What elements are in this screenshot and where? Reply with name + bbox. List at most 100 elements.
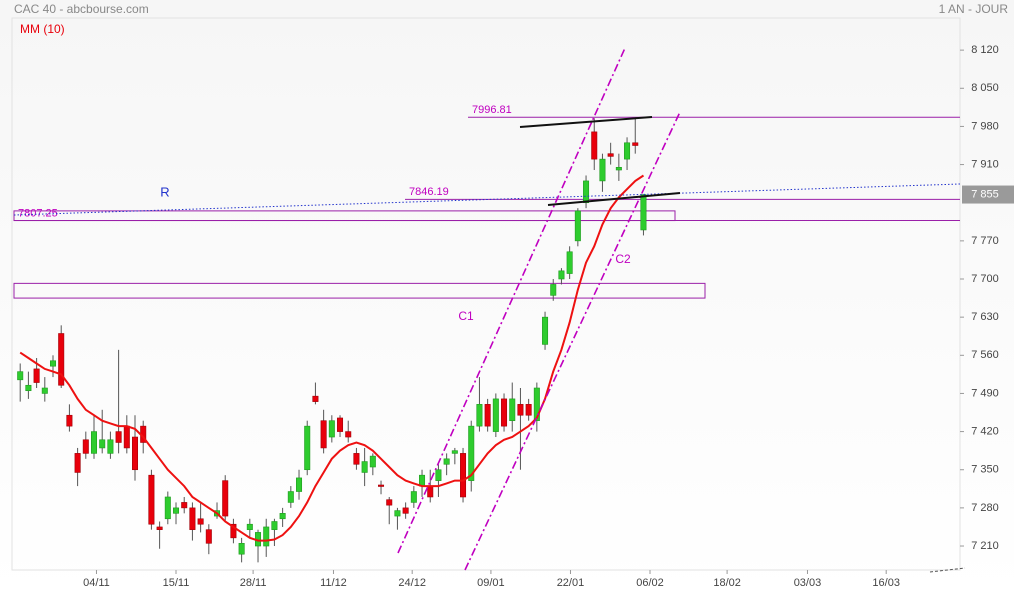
- candle-body: [132, 436, 139, 471]
- candle-body: [369, 455, 376, 468]
- candle-body: [353, 453, 360, 465]
- candle-body: [386, 499, 393, 506]
- breakout-line: [547, 192, 681, 206]
- candle-body: [189, 507, 196, 530]
- candle-body: [25, 384, 32, 392]
- annotation: R: [160, 184, 169, 199]
- candle-body: [542, 316, 549, 345]
- candle-body: [296, 477, 303, 492]
- candle-body: [279, 513, 286, 520]
- candle-body: [41, 387, 48, 394]
- channel-c1: [397, 47, 626, 554]
- candle-body: [550, 284, 557, 296]
- plot-frame: [11, 17, 961, 571]
- x-tick-label: 06/02: [636, 577, 664, 589]
- candle-body: [33, 368, 40, 383]
- y-tick-label: 8 120: [971, 44, 999, 56]
- candle-body: [640, 194, 647, 231]
- period-label: 1 AN - JOUR: [939, 2, 1009, 16]
- candle-body: [574, 210, 581, 242]
- candle-body: [435, 469, 442, 481]
- x-tick-label: 28/11: [240, 577, 267, 589]
- candle-body: [148, 474, 155, 525]
- candle-body: [558, 270, 565, 280]
- x-tick-label: 04/11: [83, 577, 110, 589]
- top-line: [519, 116, 653, 128]
- last-price-box: [962, 185, 1014, 204]
- y-tick-label: 7 630: [971, 311, 999, 323]
- level-label: 7846.19: [409, 186, 449, 198]
- zone: [13, 282, 706, 299]
- y-tick-label: 7 210: [971, 540, 999, 552]
- candle-body: [230, 523, 237, 539]
- candle-body: [345, 431, 352, 438]
- candle-body: [304, 425, 311, 471]
- candle-body: [271, 521, 278, 530]
- candle-body: [320, 420, 327, 449]
- zone-label: 7807.25: [18, 207, 58, 219]
- candle-body: [599, 158, 606, 182]
- x-tick-label: 22/01: [557, 577, 585, 589]
- y-tick-label: 8 050: [971, 82, 999, 94]
- moving-average: [19, 174, 645, 542]
- candle-body: [50, 360, 57, 367]
- channel-c2: [464, 111, 681, 571]
- x-tick-label: 09/01: [477, 577, 505, 589]
- candle-body: [484, 404, 491, 427]
- candle-body: [517, 404, 524, 416]
- candle-body: [451, 450, 458, 454]
- y-tick-label: 7 700: [971, 273, 999, 285]
- candle-body: [501, 398, 508, 427]
- candle-body: [66, 414, 73, 427]
- annotation: C2: [615, 252, 631, 266]
- candle-body: [246, 523, 253, 530]
- candle-body: [427, 485, 434, 498]
- y-tick-label: 7 490: [971, 387, 999, 399]
- candle-body: [99, 439, 106, 449]
- annotation: C1: [458, 309, 474, 323]
- candle-body: [91, 431, 98, 454]
- candle-body: [107, 439, 114, 454]
- candle-body: [205, 529, 212, 544]
- candle-body: [632, 142, 639, 146]
- resistance-line: [13, 183, 961, 216]
- projection-line: [929, 567, 966, 573]
- candle-body: [164, 496, 171, 520]
- candle-body: [583, 180, 590, 204]
- chart-title: CAC 40 - abcbourse.com: [14, 2, 149, 16]
- candle-body: [361, 461, 368, 473]
- candle-body: [287, 491, 294, 503]
- level-label: 7996.81: [472, 104, 512, 116]
- y-tick-label: 7 560: [971, 349, 999, 361]
- candle-body: [222, 480, 229, 517]
- y-tick-label: 7 280: [971, 502, 999, 514]
- candle-body: [156, 526, 163, 530]
- candle-body: [410, 491, 417, 503]
- candle-body: [509, 398, 516, 421]
- candle-body: [525, 404, 532, 416]
- candle-body: [82, 439, 89, 454]
- candle-body: [197, 518, 204, 525]
- y-tick-label: 7 910: [971, 158, 999, 170]
- x-tick-label: 18/02: [713, 577, 741, 589]
- candle-body: [607, 153, 614, 157]
- candle-body: [460, 453, 467, 498]
- x-tick-label: 24/12: [398, 577, 426, 589]
- last-price-label: 7 855: [971, 188, 999, 200]
- x-tick-label: 15/11: [163, 577, 190, 589]
- candle-body: [328, 420, 335, 438]
- candle-body: [181, 502, 188, 509]
- candle-body: [337, 417, 344, 432]
- candle-body: [378, 484, 385, 487]
- candle-body: [566, 251, 573, 274]
- candle-body: [58, 333, 65, 386]
- candle-body: [263, 526, 270, 547]
- y-tick-label: 7 980: [971, 120, 999, 132]
- candle-body: [394, 510, 401, 517]
- x-tick-label: 11/12: [320, 577, 347, 589]
- candle-body: [17, 371, 24, 381]
- candle-body: [312, 395, 319, 402]
- candle-body: [533, 387, 540, 421]
